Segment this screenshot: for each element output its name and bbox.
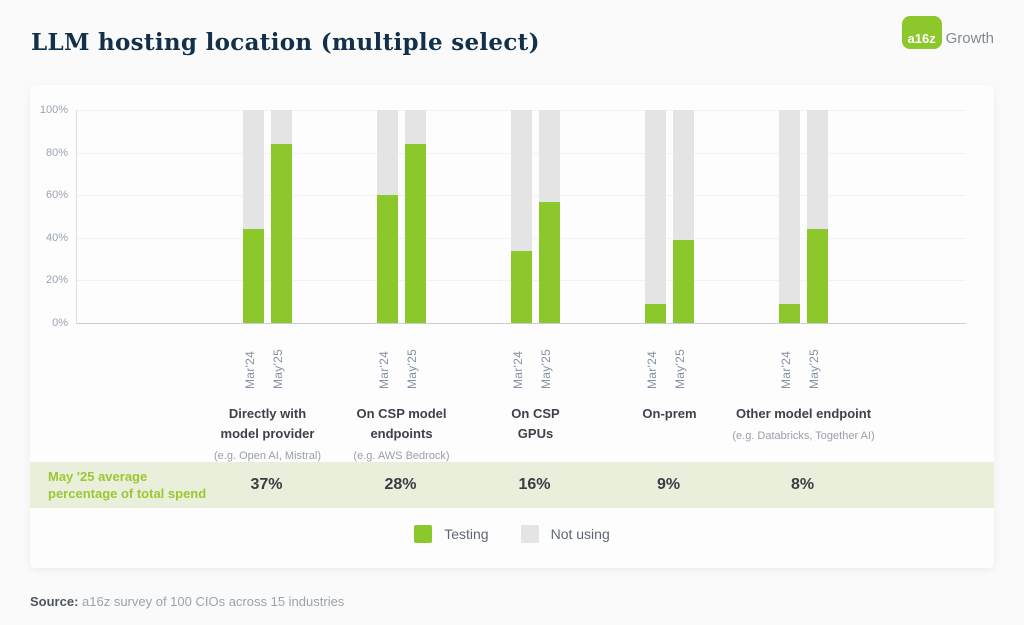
bar-fill-testing-mar24: [377, 195, 398, 323]
average-spend-value: 8%: [790, 476, 815, 493]
category-label-line: Directly with: [228, 406, 307, 421]
legend-label-testing: Testing: [444, 526, 489, 542]
category-label-line: Other model endpoint: [735, 406, 872, 421]
bar-may25: [271, 110, 292, 323]
bar-fill-testing-may25: [539, 201, 560, 323]
average-spend-band: May '25 average percentage of total spen…: [30, 462, 994, 508]
x-tick-label: May'25: [807, 348, 821, 389]
bar-pair: [603, 110, 737, 323]
legend-item-not-using: Not using: [520, 525, 610, 543]
bar-group: Mar'24 May'25 On-prem: [603, 110, 737, 424]
bar-fill-testing-mar24: [243, 229, 264, 323]
bar-may25: [539, 110, 560, 323]
category-label: On-prem: [575, 404, 765, 424]
plot-area: Mar'24 May'25 Directly with model provider (…: [76, 110, 966, 462]
legend-swatch-not-using: [520, 525, 539, 543]
y-axis-label: 60%: [45, 189, 68, 201]
source-text: a16z survey of 100 CIOs across 15 indust…: [78, 594, 345, 609]
y-axis-label: 20%: [45, 274, 68, 286]
bar-mar24: [243, 110, 264, 323]
logo-wordmark: Growth: [945, 30, 994, 47]
x-tick-label: Mar'24: [377, 350, 391, 389]
bar-may25: [673, 110, 694, 323]
y-axis-label: 0%: [52, 316, 68, 329]
bar-mar24: [511, 110, 532, 323]
bar-pair: [201, 110, 335, 323]
average-spend-band-label: May '25 average percentage of total spen…: [48, 468, 206, 502]
x-tick-label: May'25: [405, 348, 419, 389]
bar-fill-testing-mar24: [511, 250, 532, 323]
bar-group: Mar'24 May'25 On CSP model endpoints (e.g. A…: [335, 110, 469, 462]
a16z-growth-logo: a16z Growth: [901, 16, 994, 49]
band-label-line-2: percentage of total spend: [48, 486, 207, 501]
x-tick-labels: Mar'24 May'25: [201, 333, 335, 389]
bar-mar24: [377, 110, 398, 323]
category-label-line: GPUs: [517, 426, 554, 441]
bar-group: Mar'24 May'25 Other model endpoint (e.g. Da…: [732, 110, 875, 442]
category-sublabel: (e.g. Open AI, Mistral): [214, 450, 321, 462]
legend-item-testing: Testing: [414, 525, 489, 543]
category-label: On CSP model endpoints: [307, 404, 497, 444]
average-spend-value: 9%: [656, 476, 681, 493]
bar-pair: [469, 110, 603, 323]
x-tick-label: May'25: [539, 348, 553, 389]
bar-group: Mar'24 May'25 On CSP GPUs: [469, 110, 603, 444]
category-label-line: On CSP model: [356, 406, 447, 421]
bar-mar24: [645, 110, 666, 323]
x-tick-label: Mar'24: [511, 350, 525, 389]
chart-legend: Testing Not using: [30, 525, 994, 543]
x-tick-label: Mar'24: [243, 350, 257, 389]
bar-mar24: [779, 110, 800, 323]
source-label: Source:: [30, 594, 79, 609]
bar-may25: [405, 110, 426, 323]
x-tick-label: Mar'24: [779, 350, 793, 389]
bar-group: Mar'24 May'25 Directly with model provider (…: [201, 110, 335, 462]
x-tick-label: May'25: [673, 348, 687, 389]
x-tick-labels: Mar'24 May'25: [737, 333, 871, 389]
x-tick-labels: Mar'24 May'25: [335, 333, 469, 389]
average-spend-value: 28%: [384, 476, 417, 493]
bar-pair: [335, 110, 469, 323]
bar-fill-testing-may25: [271, 144, 292, 323]
category-label: On CSP GPUs: [441, 404, 631, 444]
category-sublabel: (e.g. Databricks, Together AI): [732, 430, 875, 442]
x-tick-label: Mar'24: [645, 350, 659, 389]
y-axis-label: 100%: [39, 104, 68, 116]
x-tick-labels: Mar'24 May'25: [603, 333, 737, 389]
a16z-logo-badge: a16z: [901, 16, 942, 49]
x-tick-labels: Mar'24 May'25: [469, 333, 603, 389]
average-spend-value: 37%: [250, 476, 283, 493]
bar-fill-testing-may25: [807, 229, 828, 323]
bar-fill-testing-mar24: [779, 303, 800, 323]
bar-may25: [807, 110, 828, 323]
category-label-line: endpoints: [370, 426, 433, 441]
legend-label-not-using: Not using: [550, 526, 610, 542]
average-spend-value: 16%: [518, 476, 551, 493]
chart-card: Mar'24 May'25 Directly with model provider (…: [30, 85, 994, 568]
category-label: Directly with model provider: [173, 404, 363, 444]
y-axis-label: 80%: [45, 146, 68, 159]
band-label-line-1: May '25 average: [48, 469, 148, 484]
category-label-line: On-prem: [642, 406, 697, 421]
category-label-line: model provider: [220, 426, 315, 441]
legend-swatch-testing: [414, 525, 433, 543]
y-axis-label: 40%: [45, 231, 68, 244]
bar-fill-testing-may25: [405, 144, 426, 323]
page-title: LLM hosting location (multiple select): [31, 29, 540, 56]
bar-fill-testing-may25: [673, 239, 694, 323]
source-note: Source: a16z survey of 100 CIOs across 1…: [30, 594, 344, 609]
bar-fill-testing-mar24: [645, 303, 666, 323]
x-tick-label: May'25: [271, 348, 285, 389]
bar-pair: [737, 110, 871, 323]
category-sublabel: (e.g. AWS Bedrock): [353, 450, 450, 462]
category-label-line: On CSP: [511, 406, 560, 421]
category-label: Other model endpoint: [709, 404, 899, 424]
